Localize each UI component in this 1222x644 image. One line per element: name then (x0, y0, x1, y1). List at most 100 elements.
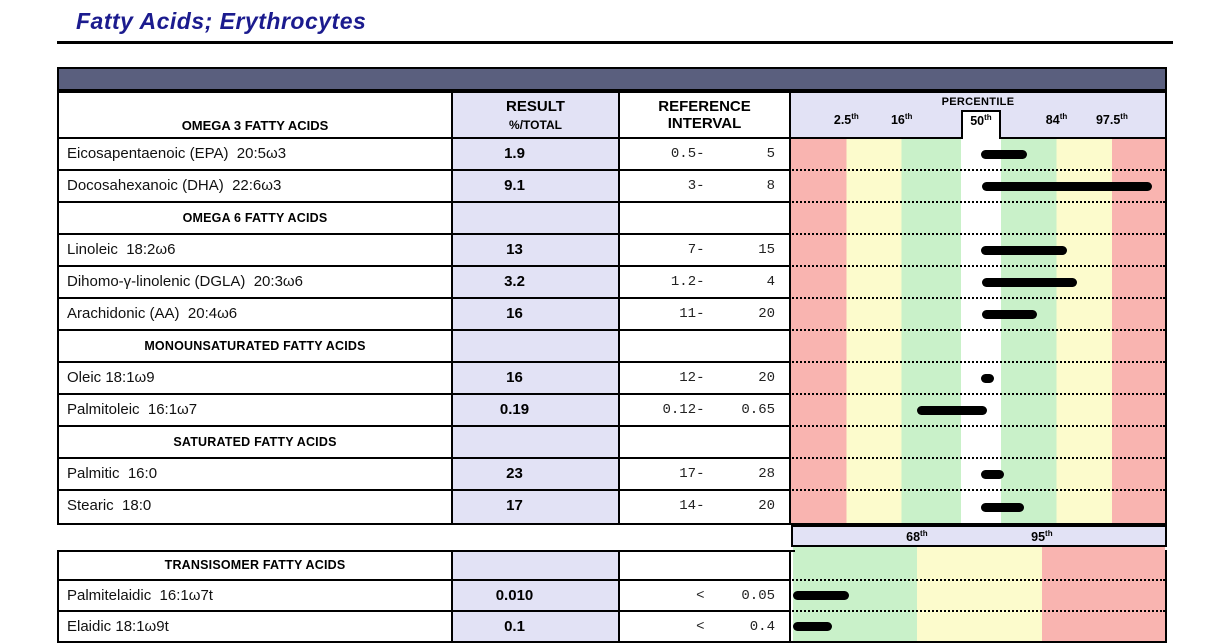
reference-header-label2: INTERVAL (667, 115, 742, 132)
reference-cell: 0.5- 5 (618, 139, 789, 171)
analyte-name-cell: Linoleic 18:2ω6 (59, 235, 451, 267)
section-label: TRANSISOMER FATTY ACIDS (164, 558, 346, 572)
section-row-monounsaturated: MONOUNSATURATED FATTY ACIDS (59, 331, 1165, 363)
header-cell-result: RESULT %/TOTAL (451, 93, 618, 139)
percentile-bar (980, 149, 1028, 159)
percentile-band-68-95: 68th 95th (791, 525, 1167, 547)
reference-cell: <0.05 (618, 581, 789, 612)
title-underline (57, 41, 1173, 44)
bottom-table-top-border (57, 550, 795, 552)
header-cell-reference: REFERENCE INTERVAL (618, 93, 789, 139)
table-row-linoleic: Linoleic 18:2ω6 13 7- 15 (59, 235, 1165, 267)
reference-cell: 1.2- 4 (618, 267, 789, 299)
analyte-name-cell: Oleic 18:1ω9 (59, 363, 451, 395)
table-row-elaidic: Elaidic 18:1ω9t 0.1 <0.4 (59, 612, 1165, 641)
header-cell-percentile: PERCENTILE 2.5th 16th 84th 97.5th 50th (789, 93, 1165, 139)
analyte-name: Arachidonic (AA) 20:4ω6 (67, 305, 238, 322)
percentile-tick-84: 84th (1045, 112, 1068, 128)
result-value: 16 (506, 305, 523, 322)
percentile-cell (789, 491, 1165, 523)
ref-high: 20 (758, 306, 775, 322)
result-value: 13 (506, 241, 523, 258)
ref-high: 28 (758, 466, 775, 482)
analyte-name-cell: Palmitoleic 16:1ω7 (59, 395, 451, 427)
ref-high: 5 (766, 146, 775, 162)
result-header-units: %/TOTAL (509, 118, 562, 132)
analyte-name-cell: Arachidonic (AA) 20:4ω6 (59, 299, 451, 331)
result-header-label: RESULT (506, 98, 565, 115)
analyte-name: Palmitic 16:0 (67, 465, 158, 482)
section-name-cell: MONOUNSATURATED FATTY ACIDS (59, 331, 451, 363)
analyte-name-cell: Palmitelaidic 16:1ω7t (59, 581, 451, 612)
reference-cell (618, 203, 789, 235)
analyte-name-cell: Elaidic 18:1ω9t (59, 612, 451, 641)
percentile-bar (980, 245, 1068, 255)
analyte-name-cell: Stearic 18:0 (59, 491, 451, 523)
result-value: 9.1 (504, 177, 525, 194)
analyte-name-cell: Docosahexanoic (DHA) 22:6ω3 (59, 171, 451, 203)
percentile-cell (789, 171, 1165, 203)
percentile-bar (792, 591, 849, 600)
table-row-dgla: Dihomo-γ-linolenic (DGLA) 20:3ω6 3.2 1.2… (59, 267, 1165, 299)
percentile-tick-68: 68th (906, 529, 928, 545)
reference-cell: 7- 15 (618, 235, 789, 267)
analyte-name: Palmitoleic 16:1ω7 (67, 401, 198, 418)
analyte-name: Docosahexanoic (DHA) 22:6ω3 (67, 177, 282, 194)
table-row-stearic: Stearic 18:0 17 14- 20 (59, 491, 1165, 523)
ref-low: 12- (679, 370, 705, 386)
transisomer-table: TRANSISOMER FATTY ACIDS Palmitelaidic 16… (57, 550, 1167, 643)
result-cell (451, 427, 618, 459)
header-cell-group: OMEGA 3 FATTY ACIDS (59, 93, 451, 139)
ref-high: 20 (758, 498, 775, 514)
result-cell (451, 550, 618, 581)
percentile-header-label: PERCENTILE (941, 96, 1015, 108)
ref-high: 20 (758, 370, 775, 386)
fatty-acids-table: OMEGA 3 FATTY ACIDS RESULT %/TOTAL REFER… (57, 91, 1167, 525)
result-cell (451, 203, 618, 235)
percentile-cell (789, 395, 1165, 427)
table-header-row: OMEGA 3 FATTY ACIDS RESULT %/TOTAL REFER… (59, 93, 1165, 139)
percentile-cell (789, 331, 1165, 363)
percentile-bar (980, 469, 1005, 479)
reference-cell (618, 550, 789, 581)
percentile-cell (789, 235, 1165, 267)
section-label: OMEGA 6 FATTY ACIDS (182, 211, 328, 225)
table-row-oleic: Oleic 18:1ω9 16 12- 20 (59, 363, 1165, 395)
percentile-bar (982, 309, 1038, 319)
reference-cell: 12- 20 (618, 363, 789, 395)
percentile-cell (789, 427, 1165, 459)
percentile-cell (789, 612, 1165, 641)
ref-high: 4 (766, 274, 775, 290)
reference-cell: 3- 8 (618, 171, 789, 203)
reference-cell: 0.12- 0.65 (618, 395, 789, 427)
ref-high: 15 (758, 242, 775, 258)
percentile-cell (789, 363, 1165, 395)
result-cell: 3.2 (451, 267, 618, 299)
result-cell: 0.1 (451, 612, 618, 641)
section-label-omega3: OMEGA 3 FATTY ACIDS (181, 118, 329, 133)
result-cell: 16 (451, 299, 618, 331)
result-value: 16 (506, 369, 523, 386)
section-name-cell: SATURATED FATTY ACIDS (59, 427, 451, 459)
ref-high: 8 (766, 178, 775, 194)
ref-low: 17- (679, 466, 705, 482)
percentile-50th-notch: 50th (960, 110, 1002, 139)
percentile-cell (789, 139, 1165, 171)
ref-low: 14- (679, 498, 705, 514)
analyte-name: Stearic 18:0 (67, 497, 152, 514)
analyte-name-cell: Dihomo-γ-linolenic (DGLA) 20:3ω6 (59, 267, 451, 299)
section-name-cell: OMEGA 6 FATTY ACIDS (59, 203, 451, 235)
reference-cell: <0.4 (618, 612, 789, 641)
section-name-cell: TRANSISOMER FATTY ACIDS (59, 550, 451, 581)
ref-low: 11- (679, 306, 705, 322)
result-cell: 9.1 (451, 171, 618, 203)
table-row-arachidonic: Arachidonic (AA) 20:4ω6 16 11- 20 (59, 299, 1165, 331)
analyte-name: Palmitelaidic 16:1ω7t (67, 587, 213, 604)
section-row-saturated: SATURATED FATTY ACIDS (59, 427, 1165, 459)
result-cell (451, 331, 618, 363)
percentile-bar (980, 502, 1025, 512)
table-row-eicosapentaenoic: Eicosapentaenoic (EPA) 20:5ω3 1.9 0.5- 5 (59, 139, 1165, 171)
percentile-cell (789, 581, 1165, 612)
reference-cell (618, 331, 789, 363)
